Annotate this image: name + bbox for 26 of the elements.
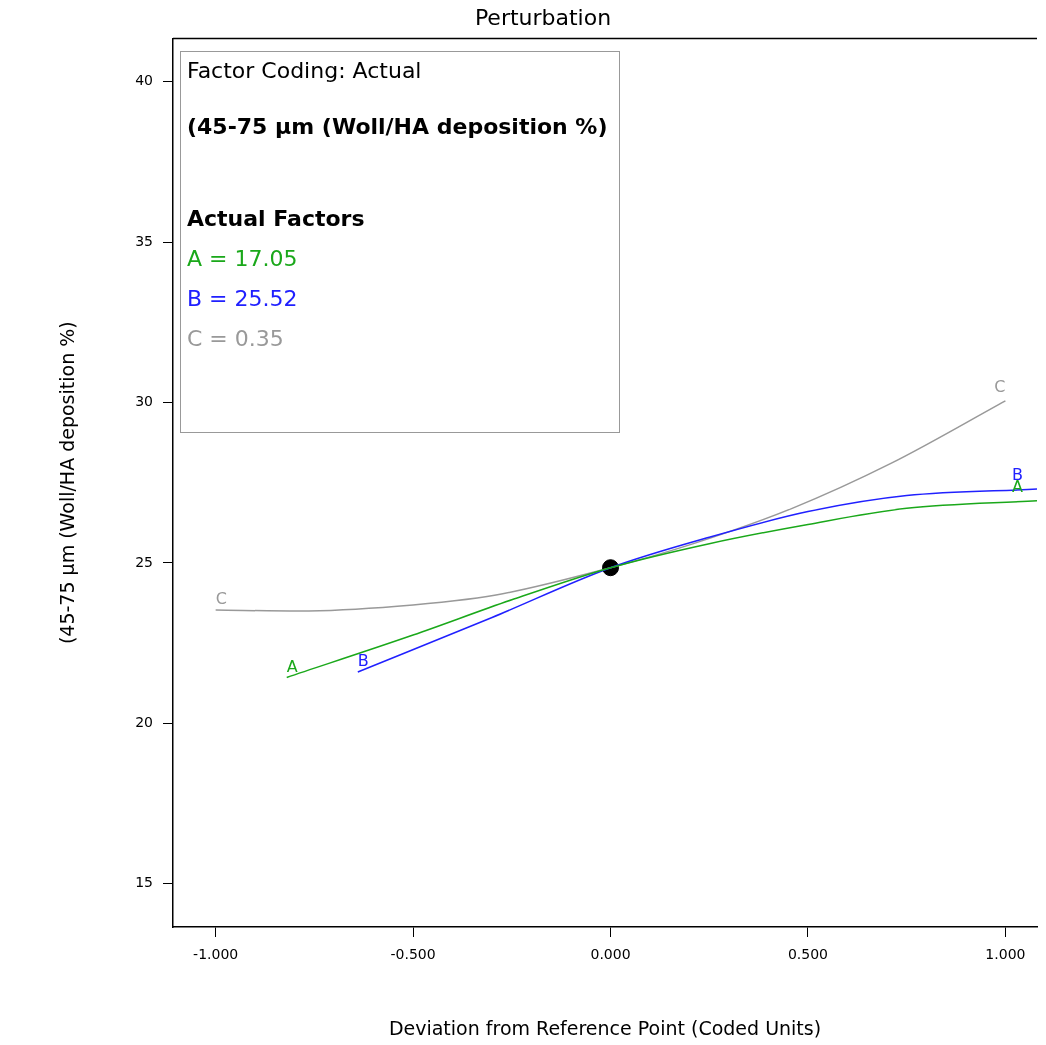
y-tick-label: 25 [135,553,153,570]
x-tick-label: -0.500 [390,946,436,963]
annotation: A = 17.05 [187,246,299,272]
y-tick-label: 15 [135,874,153,891]
x-tick-label: 0.500 [787,946,829,963]
y-tick-label: 40 [135,72,153,89]
series-label: C [215,589,227,609]
x-tick-label: -1.000 [193,946,239,963]
series-label: A [286,656,298,676]
line-series [214,400,1007,612]
x-tick-label: 0.000 [590,946,631,963]
line-series [285,499,1037,679]
annotation: C = 0.35 [187,326,285,352]
x-tick-label: 1.000 [985,946,1026,963]
annotation: Factor Coding: Actual [187,58,423,84]
y-tick-label: 20 [135,713,153,730]
chart-title: Perturbation [474,4,612,30]
text: C [994,377,1006,397]
x-axis-title: Deviation from Reference Point (Coded Units) [388,1016,822,1039]
annotation: Actual Factors [187,206,366,232]
y-tick-label: 30 [135,393,153,410]
annotation: (45-75 µm (Woll/HA deposition %) [187,114,609,140]
series-label: B [357,651,369,671]
annotation: B = 25.52 [187,286,299,312]
y-axis-title: (45-75 µm (Woll/HA deposition %) [56,321,79,645]
y-tick-label: 35 [135,232,153,249]
